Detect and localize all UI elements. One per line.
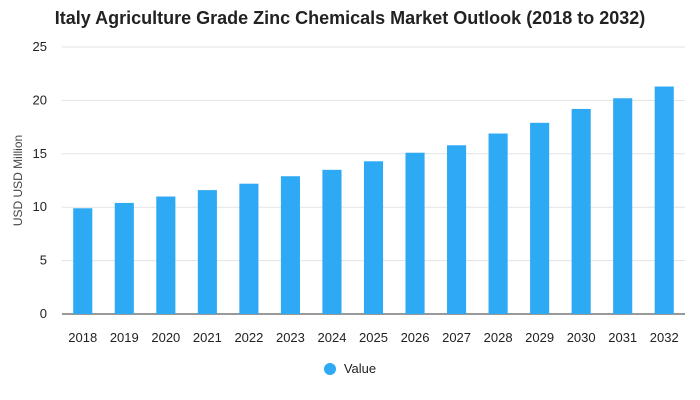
y-tick-label: 15 bbox=[33, 146, 47, 161]
y-tick-label: 10 bbox=[33, 199, 47, 214]
x-tick-label: 2019 bbox=[110, 330, 139, 345]
bar bbox=[239, 183, 259, 314]
y-axis-title: USD USD Million bbox=[11, 135, 25, 226]
bar bbox=[654, 86, 674, 315]
x-tick-label: 2026 bbox=[401, 330, 430, 345]
x-tick-label: 2024 bbox=[318, 330, 347, 345]
bar bbox=[571, 108, 591, 314]
bar bbox=[488, 133, 508, 314]
x-tick-label: 2025 bbox=[359, 330, 388, 345]
y-tick-label: 20 bbox=[33, 92, 47, 107]
x-tick-label: 2031 bbox=[608, 330, 637, 345]
x-tick-label: 2027 bbox=[442, 330, 471, 345]
bar bbox=[405, 152, 425, 314]
x-tick-label: 2030 bbox=[567, 330, 596, 345]
bar bbox=[73, 208, 93, 314]
bar bbox=[280, 176, 300, 314]
y-tick-label: 25 bbox=[33, 39, 47, 54]
legend-label: Value bbox=[343, 361, 377, 376]
bar bbox=[363, 161, 384, 314]
bar bbox=[447, 145, 467, 314]
x-tick-label: 2032 bbox=[650, 330, 679, 345]
bar bbox=[197, 190, 217, 314]
bar bbox=[322, 169, 342, 314]
x-tick-label: 2023 bbox=[276, 330, 305, 345]
x-tick-label: 2021 bbox=[193, 330, 222, 345]
chart-title: Italy Agriculture Grade Zinc Chemicals M… bbox=[54, 8, 646, 28]
bar bbox=[156, 196, 176, 314]
bar bbox=[530, 122, 550, 314]
bar bbox=[613, 98, 633, 314]
x-tick-label: 2018 bbox=[68, 330, 97, 345]
legend-swatch bbox=[323, 362, 336, 375]
y-tick-label: 0 bbox=[40, 306, 47, 321]
x-tick-label: 2029 bbox=[525, 330, 554, 345]
x-tick-label: 2028 bbox=[484, 330, 513, 345]
x-tick-label: 2022 bbox=[234, 330, 263, 345]
legend[interactable]: Value bbox=[0, 361, 700, 376]
x-tick-label: 2020 bbox=[151, 330, 180, 345]
bar bbox=[114, 202, 134, 314]
y-tick-label: 5 bbox=[40, 253, 47, 268]
